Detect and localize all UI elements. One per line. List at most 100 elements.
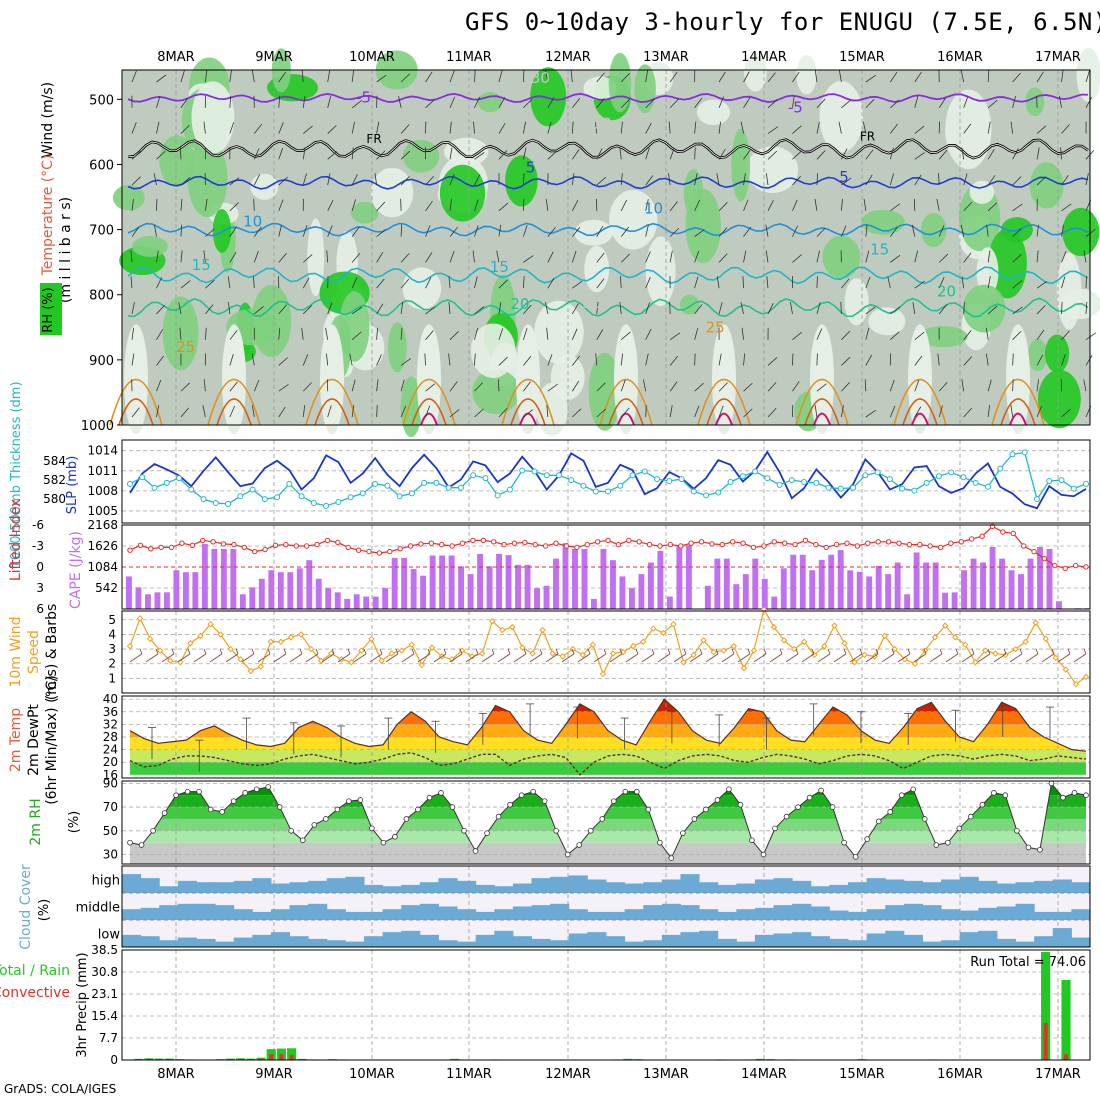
lifted-index-marker	[729, 539, 736, 545]
wind-barb	[131, 327, 135, 340]
cloud-high-bar	[978, 880, 998, 893]
rh-marker	[576, 842, 583, 848]
wind-barb	[571, 173, 575, 186]
wind-barb	[914, 174, 922, 186]
precip-convective-bar	[146, 1058, 152, 1060]
wind-barb	[669, 355, 679, 366]
wind-barb	[547, 150, 557, 160]
wind-barb-10m	[257, 653, 271, 663]
slp-tick-label: 1005	[87, 504, 118, 518]
wind-speed-marker	[418, 661, 426, 669]
wind-barb	[278, 95, 281, 108]
cloud-low-bar	[568, 933, 588, 947]
lifted-index-marker	[1010, 530, 1016, 537]
wind-barb	[642, 379, 647, 392]
cape-bar	[799, 554, 806, 609]
rh-blotch	[1025, 87, 1045, 117]
thickness-marker	[531, 468, 538, 475]
cape-bar	[970, 558, 977, 609]
wind-barb	[669, 227, 680, 237]
lifted-index-marker	[459, 540, 466, 546]
wind-barb-feather	[315, 648, 319, 655]
cloud-high-bar	[252, 878, 272, 893]
thickness-marker	[347, 494, 354, 501]
wind-speed-marker	[207, 620, 214, 628]
wind-barb	[596, 72, 605, 83]
rh-blotch	[402, 267, 442, 310]
cape-bar	[182, 572, 189, 609]
wind-barb	[694, 97, 703, 109]
wind-barb	[571, 303, 579, 315]
rh-blotch	[402, 139, 440, 173]
rh-tick-label: 50	[103, 824, 118, 838]
rh-marker	[599, 816, 606, 822]
x-axis-top-label: 17MAR	[1035, 50, 1081, 65]
wind-barb	[374, 173, 378, 186]
cloud-middle-bar	[1052, 911, 1072, 920]
contour-t20	[127, 297, 1089, 318]
cape-bar	[875, 565, 882, 609]
thickness-marker	[543, 472, 550, 479]
wind-speed-marker	[549, 650, 556, 657]
wind-barb	[425, 330, 434, 340]
cape-bar	[173, 570, 180, 609]
wind-barb	[863, 198, 867, 211]
rh-marker	[1071, 790, 1078, 796]
cape-tick-label: 2168	[87, 518, 118, 532]
cloud-level-label: low	[98, 928, 121, 943]
cloud-low-bar	[512, 936, 533, 947]
wind-barb	[376, 327, 378, 340]
wind-speed-marker	[217, 631, 224, 638]
cloud-high-bar	[736, 883, 756, 893]
wind-barb	[1061, 330, 1070, 340]
wind-barb-10m	[129, 653, 143, 663]
wind-barb	[865, 250, 870, 263]
wind-speed-marker	[1062, 666, 1070, 673]
wind-barb	[841, 382, 850, 392]
wind-barb-feather	[555, 648, 559, 655]
wind-barb	[547, 354, 553, 366]
rh-marker	[898, 792, 905, 799]
wind-barb	[716, 173, 720, 186]
wind-barb	[645, 328, 652, 340]
rh-marker	[633, 788, 640, 795]
y-tick-label: 800	[89, 289, 114, 304]
wind-barb	[474, 328, 479, 340]
lifted-index-marker	[968, 536, 975, 542]
lifted-index-marker	[802, 537, 809, 544]
cape-bar	[600, 548, 607, 609]
wind-barb	[963, 330, 972, 340]
wind-speed-marker	[891, 645, 899, 653]
x-axis-bottom-label: 8MAR	[157, 1067, 194, 1082]
wind-barb	[1012, 176, 1022, 186]
wind-barb-10m	[481, 653, 495, 663]
lifted-index-marker	[335, 539, 341, 546]
cloud-low-bar	[829, 938, 849, 947]
contour-label: 15	[192, 256, 211, 274]
contour-label: 20	[510, 295, 529, 313]
wind-barb-10m	[913, 653, 927, 663]
lifted-index-marker	[418, 541, 424, 547]
rh-marker	[795, 804, 801, 810]
wind-barb	[572, 408, 582, 418]
wind-barb	[987, 202, 998, 212]
temp-tick-label: 24	[103, 743, 118, 757]
wind-barb	[351, 70, 355, 83]
wind-barb	[596, 278, 605, 289]
wind-barb	[327, 199, 334, 212]
wind-barb-10m	[737, 653, 751, 663]
x-axis-top-label: 10MAR	[349, 50, 395, 65]
wind-barb-10m	[561, 653, 575, 663]
thickness-marker	[1033, 496, 1040, 503]
rh-blotch	[920, 212, 947, 248]
rh-marker	[979, 801, 986, 808]
y-tick-label: 1000	[81, 419, 114, 434]
wind-barb	[1061, 251, 1067, 263]
contour-t35	[1009, 412, 1027, 426]
wind-barb	[594, 121, 598, 134]
cloud-low-bar	[699, 930, 719, 947]
wind-barb-feather	[155, 648, 159, 655]
upper-wind-barbs	[130, 69, 1097, 418]
rh-band	[130, 818, 1086, 831]
cloud-low-bar	[382, 932, 402, 947]
